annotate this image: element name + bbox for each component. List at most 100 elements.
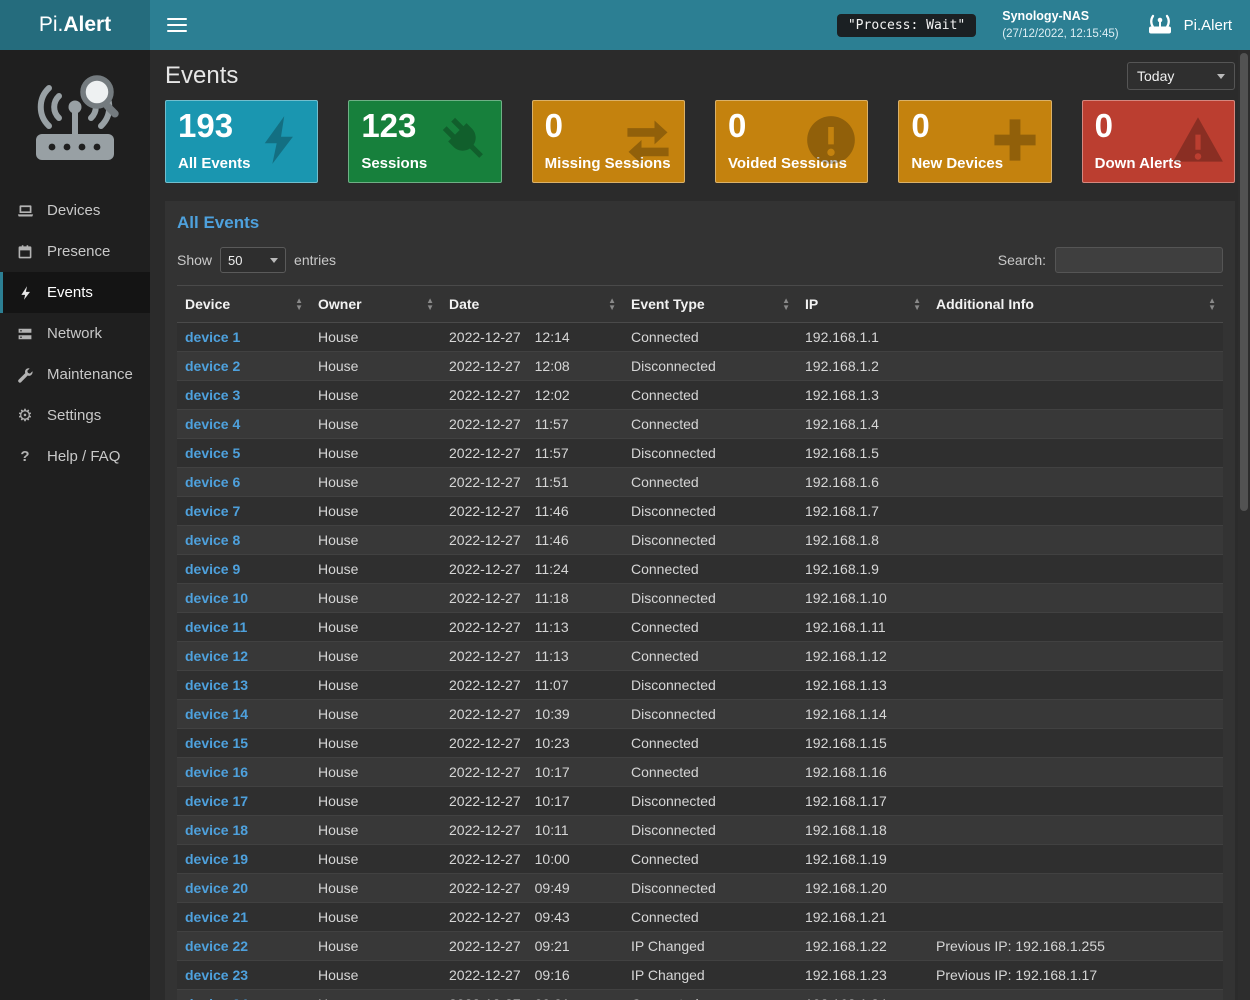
additional-info-cell — [928, 902, 1223, 932]
sidebar-item-events[interactable]: Events — [0, 272, 150, 313]
sidebar-item-maintenance[interactable]: Maintenance — [0, 354, 150, 395]
router-icon — [1145, 11, 1175, 40]
date-value: 2022-12-27 — [449, 532, 521, 548]
device-link[interactable]: device 16 — [185, 764, 249, 780]
events-table: Device ▲ ▼ Owner ▲ ▼ Date ▲ ▼ Event Type ▲ ▼ IP ▲ ▼ Add… — [177, 285, 1223, 1000]
device-link[interactable]: device 8 — [185, 532, 241, 548]
date-value: 2022-12-27 — [449, 648, 521, 664]
host-timestamp: (27/12/2022, 12:15:45) — [1002, 27, 1119, 40]
event-type-cell: Connected — [623, 554, 797, 584]
summary-card-voided-sessions[interactable]: 0 Voided Sessions — [714, 100, 869, 183]
event-type-cell: Connected — [623, 844, 797, 874]
device-link[interactable]: device 11 — [185, 619, 248, 635]
column-header-device[interactable]: Device ▲ ▼ — [177, 285, 310, 323]
column-header-event-type[interactable]: Event Type ▲ ▼ — [623, 285, 797, 323]
owner-cell: House — [310, 786, 441, 816]
additional-info-cell — [928, 757, 1223, 787]
sidebar-item-network[interactable]: Network — [0, 313, 150, 354]
table-row: device 6 House 2022-12-27 11:51 Connected 192… — [177, 467, 1223, 497]
device-cell: device 9 — [177, 554, 310, 584]
warning-icon — [1172, 114, 1224, 166]
scrollbar-thumb[interactable] — [1240, 53, 1248, 511]
column-label: Device — [185, 296, 231, 312]
date-cell: 2022-12-27 11:57 — [441, 438, 623, 468]
device-link[interactable]: device 9 — [185, 561, 241, 577]
column-header-owner[interactable]: Owner ▲ ▼ — [310, 285, 441, 323]
brand[interactable]: Pi. Alert — [0, 0, 150, 50]
table-header-row: Device ▲ ▼ Owner ▲ ▼ Date ▲ ▼ Event Type ▲ ▼ IP ▲ ▼ Add… — [177, 285, 1223, 323]
date-value: 2022-12-27 — [449, 387, 521, 403]
owner-cell: House — [310, 409, 441, 439]
event-type-cell: Connected — [623, 989, 797, 1000]
device-link[interactable]: device 13 — [185, 677, 249, 693]
device-link[interactable]: device 14 — [185, 706, 249, 722]
device-link[interactable]: device 21 — [185, 909, 249, 925]
scrollbar[interactable] — [1238, 50, 1250, 1000]
show-label: Show — [177, 252, 213, 268]
sidebar-item-help-faq[interactable]: ? Help / FAQ — [0, 436, 150, 477]
device-link[interactable]: device 20 — [185, 880, 249, 896]
device-link[interactable]: device 12 — [185, 648, 249, 664]
summary-card-sessions[interactable]: 123 Sessions — [348, 100, 502, 183]
device-cell: device 21 — [177, 902, 310, 932]
ip-cell: 192.168.1.11 — [797, 612, 928, 642]
device-link[interactable]: device 6 — [185, 474, 241, 490]
table-row: device 5 House 2022-12-27 11:57 Disconnected… — [177, 438, 1223, 468]
card-label: New Devices — [911, 155, 1004, 172]
time-value: 11:24 — [534, 561, 569, 577]
device-link[interactable]: device 4 — [185, 416, 241, 432]
card-value: 0 — [544, 107, 564, 144]
sidebar-item-presence[interactable]: Presence — [0, 231, 150, 272]
period-select[interactable]: Today — [1127, 62, 1235, 90]
card-label: Sessions — [361, 155, 428, 172]
table-row: device 3 House 2022-12-27 12:02 Connected 192… — [177, 380, 1223, 410]
date-cell: 2022-12-27 09:43 — [441, 902, 623, 932]
device-link[interactable]: device 17 — [185, 793, 249, 809]
device-link[interactable]: device 15 — [185, 735, 249, 751]
event-type-cell: Connected — [623, 322, 797, 352]
process-status-badge: "Process: Wait" — [836, 13, 977, 37]
page-length-select[interactable]: 50 — [220, 247, 287, 273]
device-link[interactable]: device 3 — [185, 387, 241, 403]
navbar-content: "Process: Wait" Synology-NAS (27/12/2022… — [150, 0, 1250, 50]
device-link[interactable]: device 19 — [185, 851, 249, 867]
table-row: device 18 House 2022-12-27 10:11 Disconnecte… — [177, 815, 1223, 845]
summary-card-missing-sessions[interactable]: 0 Missing Sessions — [531, 100, 685, 183]
menu-toggle-button[interactable] — [160, 8, 194, 42]
gear-icon: ⚙ — [17, 406, 33, 425]
device-cell: device 15 — [177, 728, 310, 758]
sidebar-item-label: Events — [47, 284, 93, 301]
device-link[interactable]: device 23 — [185, 967, 249, 983]
sidebar-logo — [0, 50, 150, 190]
summary-card-all-events[interactable]: 193 All Events — [165, 100, 319, 183]
search-input[interactable] — [1055, 247, 1223, 273]
ip-cell: 192.168.1.12 — [797, 641, 928, 671]
device-link[interactable]: device 18 — [185, 822, 249, 838]
column-header-additional-info[interactable]: Additional Info ▲ ▼ — [928, 285, 1223, 323]
sort-icon: ▲ ▼ — [913, 296, 921, 312]
summary-cards: 193 All Events 123 Sessions 0 Missing Session… — [165, 100, 1235, 183]
device-link[interactable]: device 24 — [185, 996, 248, 1000]
column-header-ip[interactable]: IP ▲ ▼ — [797, 285, 928, 323]
panel-title: All Events — [177, 213, 260, 232]
device-link[interactable]: device 5 — [185, 445, 241, 461]
device-cell: device 19 — [177, 844, 310, 874]
period-value: Today — [1137, 68, 1175, 84]
date-value: 2022-12-27 — [449, 880, 521, 896]
device-link[interactable]: device 22 — [185, 938, 249, 954]
device-link[interactable]: device 7 — [185, 503, 241, 519]
owner-cell: House — [310, 322, 441, 352]
device-link[interactable]: device 10 — [185, 590, 249, 606]
sidebar-item-settings[interactable]: ⚙ Settings — [0, 395, 150, 436]
sidebar-item-devices[interactable]: Devices — [0, 190, 150, 231]
summary-card-down-alerts[interactable]: 0 Down Alerts — [1081, 100, 1235, 183]
date-cell: 2022-12-27 11:46 — [441, 525, 623, 555]
table-row: device 7 House 2022-12-27 11:46 Disconnected… — [177, 496, 1223, 526]
pialert-logo: Pi.Alert — [1145, 11, 1232, 40]
sidebar-item-label: Help / FAQ — [47, 448, 121, 465]
device-link[interactable]: device 1 — [185, 329, 241, 345]
column-header-date[interactable]: Date ▲ ▼ — [441, 285, 623, 323]
device-link[interactable]: device 2 — [185, 358, 241, 374]
summary-card-new-devices[interactable]: 0 New Devices — [898, 100, 1052, 183]
owner-cell: House — [310, 496, 441, 526]
